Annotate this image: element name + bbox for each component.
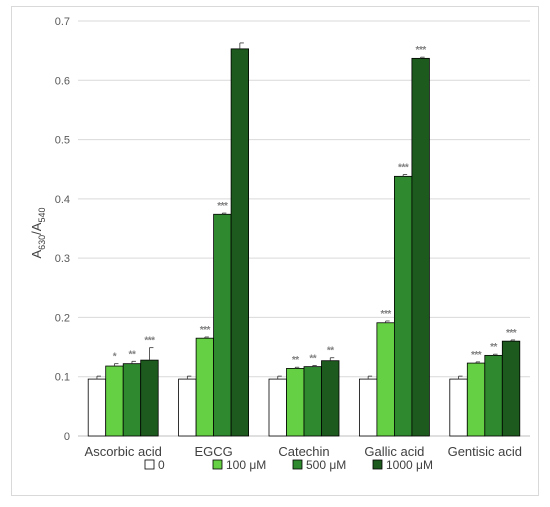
significance-label: *** (217, 201, 228, 212)
significance-label: *** (144, 336, 155, 347)
bar (358, 378, 378, 437)
legend-label: 1000 μM (386, 458, 433, 472)
significance-label: ** (129, 349, 136, 360)
x-category-label: Ascorbic acid (85, 444, 162, 459)
significance-label: ** (327, 346, 334, 357)
chart-frame (11, 6, 539, 496)
bar (87, 378, 107, 437)
y-tick-label: 0 (64, 431, 70, 443)
legend-swatch (144, 459, 155, 470)
bar (411, 57, 430, 437)
legend-swatch (372, 459, 383, 470)
bar (213, 213, 232, 437)
significance-label: *** (381, 309, 392, 320)
bar (393, 175, 413, 437)
bar (230, 48, 250, 437)
significance-label: ** (490, 342, 497, 353)
legend-label: 500 μM (306, 458, 346, 472)
y-tick-label: 0.1 (55, 372, 70, 384)
x-category-label: Catechin (278, 444, 329, 459)
significance-label: *** (398, 163, 409, 174)
bar (321, 360, 340, 437)
bar (195, 337, 215, 437)
y-tick-label: 0.5 (55, 135, 70, 147)
y-tick-label: 0.2 (55, 312, 70, 324)
significance-label: * (113, 352, 117, 363)
bar (484, 354, 503, 437)
y-axis-label: A630/A540 (29, 207, 47, 258)
y-tick-label: 0.3 (55, 253, 70, 265)
bar (286, 368, 305, 437)
bar (268, 378, 287, 437)
x-category-label: EGCG (194, 444, 232, 459)
x-category-label: Gentisic acid (448, 444, 522, 459)
bar (105, 365, 124, 437)
bar (303, 366, 322, 437)
bar (501, 340, 521, 437)
legend-swatch (292, 459, 303, 470)
legend-label: 100 μM (226, 458, 266, 472)
legend-label: 0 (158, 458, 165, 472)
significance-label: ** (292, 355, 299, 366)
bar (466, 362, 486, 437)
significance-label: *** (471, 350, 482, 361)
significance-label: ** (309, 353, 316, 364)
significance-label: *** (416, 45, 427, 56)
y-tick-label: 0.6 (55, 75, 70, 87)
bar (376, 322, 395, 437)
x-category-label: Gallic acid (364, 444, 424, 459)
bar (178, 378, 197, 437)
significance-label: *** (506, 328, 517, 339)
y-tick-label: 0.4 (55, 194, 70, 206)
bar (122, 363, 142, 437)
legend-swatch (212, 459, 223, 470)
bar (140, 359, 159, 437)
bar (449, 378, 468, 437)
y-tick-label: 0.7 (55, 16, 70, 28)
significance-label: *** (200, 325, 211, 336)
